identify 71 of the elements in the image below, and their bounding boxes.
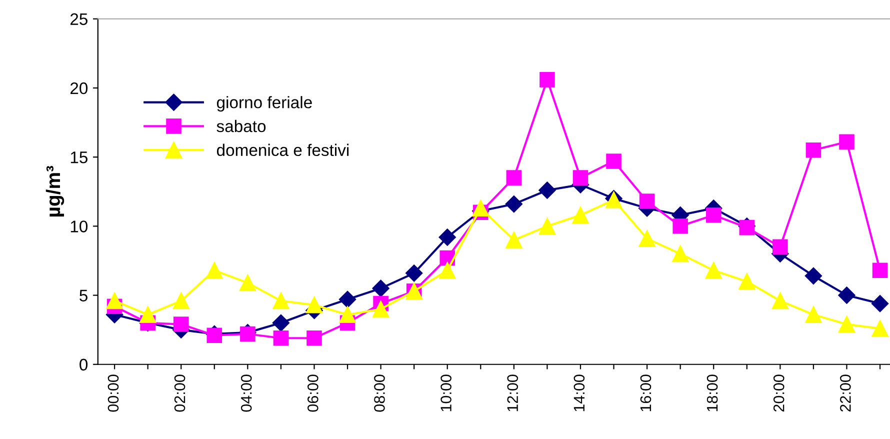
point [273,330,289,346]
point [206,262,223,279]
point [806,142,822,158]
point [505,196,522,213]
point [672,218,688,234]
point [739,220,755,236]
point [738,273,756,290]
x-tick-label: 02:00 [174,374,186,412]
point [672,245,689,262]
x-tick-label: 12:00 [507,374,518,412]
point [206,328,222,343]
point [406,264,423,282]
point [306,330,322,346]
point [438,228,456,246]
y-axis-title: µg/m³ [46,166,64,216]
y-tick-label: 5 [80,290,88,302]
point [439,262,456,279]
y-tick-label: 15 [70,152,88,164]
point [372,280,390,297]
point [139,306,156,323]
point [372,300,390,318]
x-tick-label: 22:00 [840,374,851,412]
point [272,292,290,310]
point [239,274,256,292]
y-tick-label: 10 [70,220,88,232]
point [106,292,123,310]
point [506,170,522,186]
point [572,206,589,224]
point [639,194,655,209]
x-tick-label: 18:00 [706,374,718,412]
point [839,134,854,150]
x-tick-label: 04:00 [240,374,252,412]
point [872,320,888,337]
point [339,306,356,323]
y-tick-label: 0 [80,358,88,371]
point [538,218,556,235]
point [805,306,822,323]
point [572,170,588,186]
x-tick-label: 14:00 [574,374,585,412]
legend-label: sabato [216,120,266,132]
x-tick-label: 00:00 [108,374,119,412]
x-tick-label: 08:00 [374,374,385,412]
point [872,262,888,278]
y-tick-label: 25 [70,13,88,26]
point [838,286,856,304]
legend-label: domenica e festivi [216,144,349,156]
point [472,200,489,217]
legend-label: giorno feriale [216,96,312,112]
point [772,239,788,255]
point [705,262,722,279]
point [838,316,856,333]
x-tick-label: 20:00 [773,374,784,412]
point [772,292,789,310]
point [338,290,356,308]
point [538,182,556,199]
point [706,207,722,223]
point [871,295,889,312]
point [306,296,323,314]
point [638,230,656,247]
point [804,267,822,284]
point [506,232,522,248]
y-tick-label: 20 [70,82,88,94]
point [173,316,189,332]
x-tick-label: 10:00 [440,374,452,412]
point [540,72,555,88]
x-tick-label: 16:00 [640,374,652,412]
x-tick-label: 06:00 [308,374,318,412]
point [606,154,622,169]
point [172,292,190,310]
point [240,326,256,342]
point [272,314,290,332]
